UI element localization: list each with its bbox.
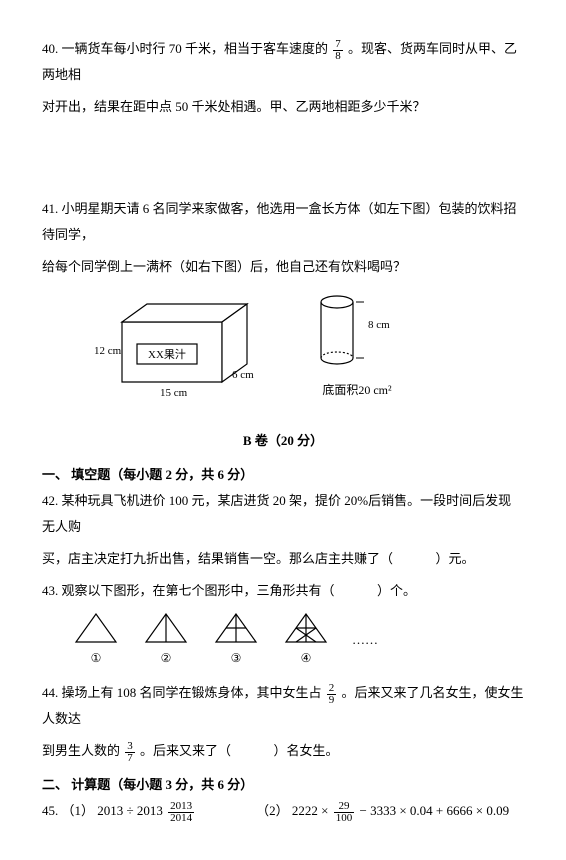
frac-num: 2013 <box>168 801 194 813</box>
q40-line2: 对开出，结果在距中点 50 千米处相遇。甲、乙两地相距多少千米？ <box>42 94 524 120</box>
q45-p2-b: − 3333 × 0.04 + 6666 × 0.09 <box>360 803 510 818</box>
q43-num: 43. <box>42 583 58 598</box>
question-43: 43. 观察以下图形，在第七个图形中，三角形共有（ ）个。 <box>42 578 524 604</box>
triangle-2: ② <box>142 610 190 670</box>
question-40: 40. 一辆货车每小时行 70 千米，相当于客车速度的 7 8 。现客、货两车同… <box>42 36 524 88</box>
q42-blank <box>396 546 432 572</box>
box-d-label: 6 cm <box>232 369 254 381</box>
question-45: 45. （1） 2013 ÷ 2013 2013 2014 （2） 2222 ×… <box>42 798 524 824</box>
frac-den: 9 <box>327 695 337 706</box>
frac-den: 7 <box>125 753 135 764</box>
q42-text-c: ）元。 <box>436 551 475 566</box>
q45-p2-frac: 29 100 <box>334 801 355 824</box>
sec2-title: 二、 计算题（每小题 3 分，共 6 分） <box>42 772 524 798</box>
question-41: 41. 小明星期天请 6 名同学来家做客，他选用一盒长方体（如左下图）包装的饮料… <box>42 196 524 248</box>
q44-blank <box>234 738 270 764</box>
question-42: 42. 某种玩具飞机进价 100 元，某店进货 20 架，提价 20%后销售。一… <box>42 488 524 540</box>
tri-label-4: ④ <box>282 646 330 670</box>
q44-num: 44. <box>42 685 58 700</box>
frac-den: 100 <box>334 813 355 824</box>
q42-text-a: 某种玩具飞机进价 100 元，某店进货 20 架，提价 20%后销售。一段时间后… <box>42 493 511 534</box>
q44-text-c: 到男生人数的 <box>42 743 120 758</box>
q40-frac: 7 8 <box>333 39 343 62</box>
tri-dots: …… <box>352 627 378 653</box>
tri-label-1: ① <box>72 646 120 670</box>
frac-num: 2 <box>327 683 337 695</box>
q44-text-a: 操场上有 108 名同学在锻炼身体，其中女生占 <box>62 685 322 700</box>
q45-p1-frac: 2013 2014 <box>168 801 194 824</box>
q44-text-d: 。后来又来了（ <box>140 743 231 758</box>
q45-part1: 45. （1） 2013 ÷ 2013 2013 2014 <box>42 798 196 824</box>
q40-text-a: 一辆货车每小时行 70 千米，相当于客车速度的 <box>62 41 329 56</box>
triangle-sequence: ① ② ③ ④ …… <box>72 610 524 670</box>
q44-line2: 到男生人数的 3 7 。后来又来了（ ）名女生。 <box>42 738 524 764</box>
triangle-1: ① <box>72 610 120 670</box>
q41-text-a: 小明星期天请 6 名同学来家做客，他选用一盒长方体（如左下图）包装的饮料招待同学… <box>42 201 517 242</box>
q42-line2: 买，店主决定打九折出售，结果销售一空。那么店主共赚了（ ）元。 <box>42 546 524 572</box>
frac-den: 2014 <box>168 813 194 824</box>
tri-label-2: ② <box>142 646 190 670</box>
box-label: XX果汁 <box>148 348 186 361</box>
q45-p2-label: （2） <box>256 803 289 818</box>
sec1-title: 一、 填空题（每小题 2 分，共 6 分） <box>42 462 524 488</box>
cuboid-figure: XX果汁 12 cm 15 cm 6 cm <box>92 292 262 402</box>
triangle-4: ④ <box>282 610 330 670</box>
spacer <box>42 126 524 196</box>
q44-frac1: 2 9 <box>327 683 337 706</box>
box-h-label: 12 cm <box>94 345 122 357</box>
q43-text-a: 观察以下图形，在第七个图形中，三角形共有（ <box>62 583 335 598</box>
frac-den: 8 <box>333 51 343 62</box>
cyl-base-label: 底面积20 cm² <box>302 378 412 402</box>
q44-text-e: ）名女生。 <box>274 743 339 758</box>
q45-part2: （2） 2222 × 29 100 − 3333 × 0.04 + 6666 ×… <box>256 798 509 824</box>
q42-num: 42. <box>42 493 58 508</box>
q45-p2-a: 2222 × <box>292 803 329 818</box>
q45-p1-label: （1） <box>62 803 95 818</box>
q45-p1-a: 2013 ÷ 2013 <box>97 803 163 818</box>
q40-num: 40. <box>42 41 58 56</box>
section-b-title: B 卷（20 分） <box>42 428 524 454</box>
cylinder-figure: 8 cm <box>302 288 412 378</box>
q41-num: 41. <box>42 201 58 216</box>
q43-blank <box>338 578 374 604</box>
frac-num: 29 <box>334 801 355 813</box>
frac-num: 7 <box>333 39 343 51</box>
box-w-label: 15 cm <box>160 387 188 399</box>
q45-num: 45. <box>42 803 58 818</box>
question-44: 44. 操场上有 108 名同学在锻炼身体，其中女生占 2 9 。后来又来了几名… <box>42 680 524 732</box>
cylinder-wrap: 8 cm 底面积20 cm² <box>302 288 412 402</box>
q42-text-b: 买，店主决定打九折出售，结果销售一空。那么店主共赚了（ <box>42 551 393 566</box>
q44-frac2: 3 7 <box>125 741 135 764</box>
q43-text-b: ）个。 <box>377 583 416 598</box>
q41-figures: XX果汁 12 cm 15 cm 6 cm 8 cm 底面积20 cm² <box>92 288 524 402</box>
q41-line2: 给每个同学倒上一满杯（如右下图）后，他自己还有饮料喝吗？ <box>42 254 524 280</box>
triangle-3: ③ <box>212 610 260 670</box>
frac-num: 3 <box>125 741 135 753</box>
cyl-h-label: 8 cm <box>368 319 390 331</box>
tri-label-3: ③ <box>212 646 260 670</box>
